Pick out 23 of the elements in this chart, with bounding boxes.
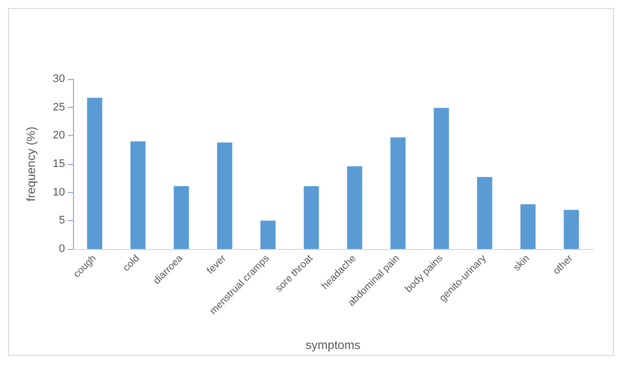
bar [347, 166, 362, 249]
bar [520, 204, 536, 249]
bar [174, 186, 189, 249]
y-tick-label: 30 [52, 73, 65, 85]
x-tick-label: skin [512, 253, 532, 274]
bar [564, 210, 579, 249]
x-axis-title: symptoms [306, 338, 360, 352]
bar [130, 141, 146, 249]
x-tick-label: cold [121, 253, 142, 274]
y-tick-label: 25 [52, 101, 65, 114]
y-tick-label: 5 [58, 214, 65, 227]
bar [87, 98, 102, 249]
bar [260, 220, 276, 249]
bar [304, 186, 319, 249]
y-tick-label: 10 [52, 186, 65, 198]
bar [434, 108, 449, 249]
y-tick-label: 0 [58, 243, 65, 255]
bar [390, 137, 406, 249]
y-tick-label: 20 [52, 130, 65, 142]
bar [477, 177, 492, 249]
y-tick-label: 15 [52, 158, 65, 170]
y-axis-title: frequency (%) [24, 126, 38, 202]
bar [217, 142, 232, 249]
